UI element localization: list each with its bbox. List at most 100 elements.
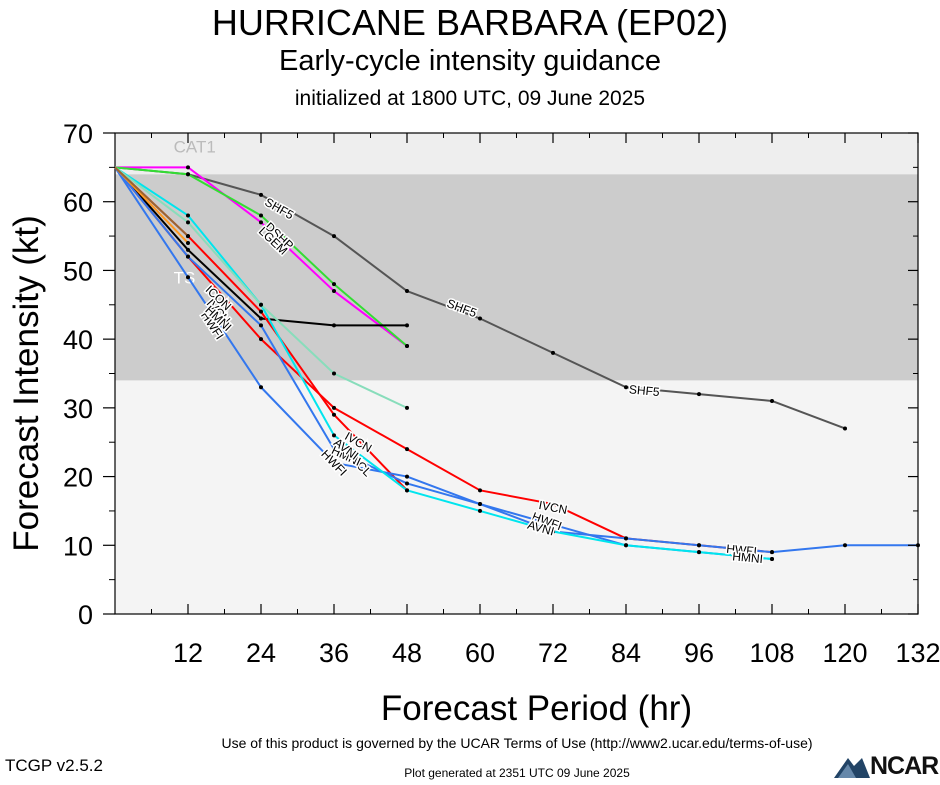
point-ivcn — [405, 447, 409, 452]
x-axis-label: Forecast Period (hr) — [381, 689, 692, 728]
point-ctci — [405, 405, 409, 410]
point-dshp — [186, 165, 190, 170]
x-tick-label: 120 — [822, 638, 867, 668]
y-tick-label: 20 — [63, 463, 93, 493]
version-label: TCGP v2.5.2 — [5, 756, 103, 775]
point-hwfi — [624, 536, 628, 541]
point-hwfi — [843, 543, 847, 548]
series-label-hmni: HMNI — [730, 548, 765, 568]
ncar-logo-icon — [834, 758, 870, 778]
band-cat1 — [115, 133, 918, 175]
point-avni — [332, 433, 336, 438]
point-hmni — [186, 254, 190, 259]
y-tick-label: 70 — [63, 119, 93, 149]
point-lgem — [405, 344, 409, 349]
point-shf5 — [405, 289, 409, 294]
chart-title: HURRICANE BARBARA (EP02) — [211, 2, 729, 43]
y-tick-label: 10 — [63, 531, 93, 561]
series-label-ivcn: IVCN — [536, 496, 570, 518]
chart-initialized-time: initialized at 1800 UTC, 09 June 2025 — [294, 87, 646, 110]
point-avni — [478, 508, 482, 513]
series-label-text: HMNI — [732, 549, 764, 566]
category-bands: TS CAT1 — [115, 133, 918, 614]
x-tick-label: 72 — [538, 638, 568, 668]
point-ofcl — [259, 309, 263, 314]
axes: 12 24 36 48 60 72 84 96 108 120 132 0 10 20 30 40 50 60 70… — [7, 119, 940, 728]
point-shf5 — [551, 350, 555, 355]
point-hwfi — [186, 275, 190, 280]
point-avni — [186, 213, 190, 218]
point-shf5 — [697, 392, 701, 397]
point-dshp2 — [186, 240, 190, 245]
x-tick-label: 12 — [173, 638, 203, 668]
chart-subtitle: Early-cycle intensity guidance — [278, 45, 661, 77]
point-ivcn — [478, 488, 482, 493]
point-dshp — [259, 220, 263, 225]
point-icon — [405, 323, 409, 328]
point-lgem — [332, 282, 336, 287]
x-tick-label: 108 — [749, 638, 794, 668]
y-tick-label: 0 — [78, 600, 93, 630]
x-tick-label: 24 — [246, 638, 276, 668]
ncar-logo-text: NCAR — [870, 752, 939, 780]
x-tick-label: 84 — [611, 638, 641, 668]
series-label-text: SHF5 — [628, 382, 660, 399]
point-icon — [186, 247, 190, 252]
point-gfsi — [186, 234, 190, 239]
series-lines — [114, 165, 920, 562]
point-dshp — [332, 289, 336, 294]
x-tick-label: 96 — [684, 638, 714, 668]
point-ivcn — [551, 502, 555, 507]
series-label-text: IVCN — [538, 498, 569, 517]
point-hmni — [405, 481, 409, 486]
point-icon — [332, 323, 336, 328]
point-avni — [405, 488, 409, 493]
series-line-gfsi — [114, 166, 189, 237]
point-ivcn — [259, 337, 263, 342]
point-hmni — [259, 323, 263, 328]
point-ctci — [332, 371, 336, 376]
point-shf5 — [770, 398, 774, 403]
point-hwfi — [697, 543, 701, 548]
point-avni — [551, 529, 555, 534]
point-ctci — [186, 220, 190, 225]
y-tick-label: 40 — [63, 325, 93, 355]
point-hwfi — [332, 460, 336, 465]
y-axis-label: Forecast Intensity (kt) — [7, 215, 46, 551]
generated-time: Plot generated at 2351 UTC 09 June 2025 — [404, 766, 630, 780]
series-label-shf5: SHF5 — [627, 381, 662, 401]
point-shf5 — [624, 385, 628, 390]
point-ctci — [259, 302, 263, 307]
y-tick-label: 60 — [63, 188, 93, 218]
series-label-hwfi: HWFI — [724, 540, 759, 560]
point-avni — [697, 550, 701, 555]
ncar-logo: NCAR — [834, 752, 940, 780]
point-hwfi — [770, 550, 774, 555]
point-shf5 — [259, 192, 263, 197]
point-hwfi — [405, 474, 409, 479]
point-lgem — [259, 213, 263, 218]
point-shf5 — [332, 234, 336, 239]
point-hmni — [332, 447, 336, 452]
point-ofcl — [332, 412, 336, 417]
point-hwfi — [259, 385, 263, 390]
point-icon — [259, 316, 263, 321]
point-shf5 — [478, 316, 482, 321]
point-avni — [624, 543, 628, 548]
y-tick-label: 50 — [63, 256, 93, 286]
series-line-avni — [114, 166, 773, 561]
x-tick-label: 36 — [319, 638, 349, 668]
band-label-cat1: CAT1 — [174, 138, 216, 157]
point-ivcn — [332, 405, 336, 410]
point-shf5 — [843, 426, 847, 431]
y-tick-label: 30 — [63, 394, 93, 424]
point-lgem — [186, 172, 190, 177]
x-tick-label: 60 — [465, 638, 495, 668]
band-label-ts: TS — [174, 268, 196, 287]
series-line-hwfi — [114, 166, 918, 554]
x-tick-label: 132 — [895, 638, 940, 668]
x-tick-label: 48 — [392, 638, 422, 668]
terms-of-use-text: Use of this product is governed by the U… — [221, 735, 813, 751]
point-hmni — [478, 502, 482, 507]
